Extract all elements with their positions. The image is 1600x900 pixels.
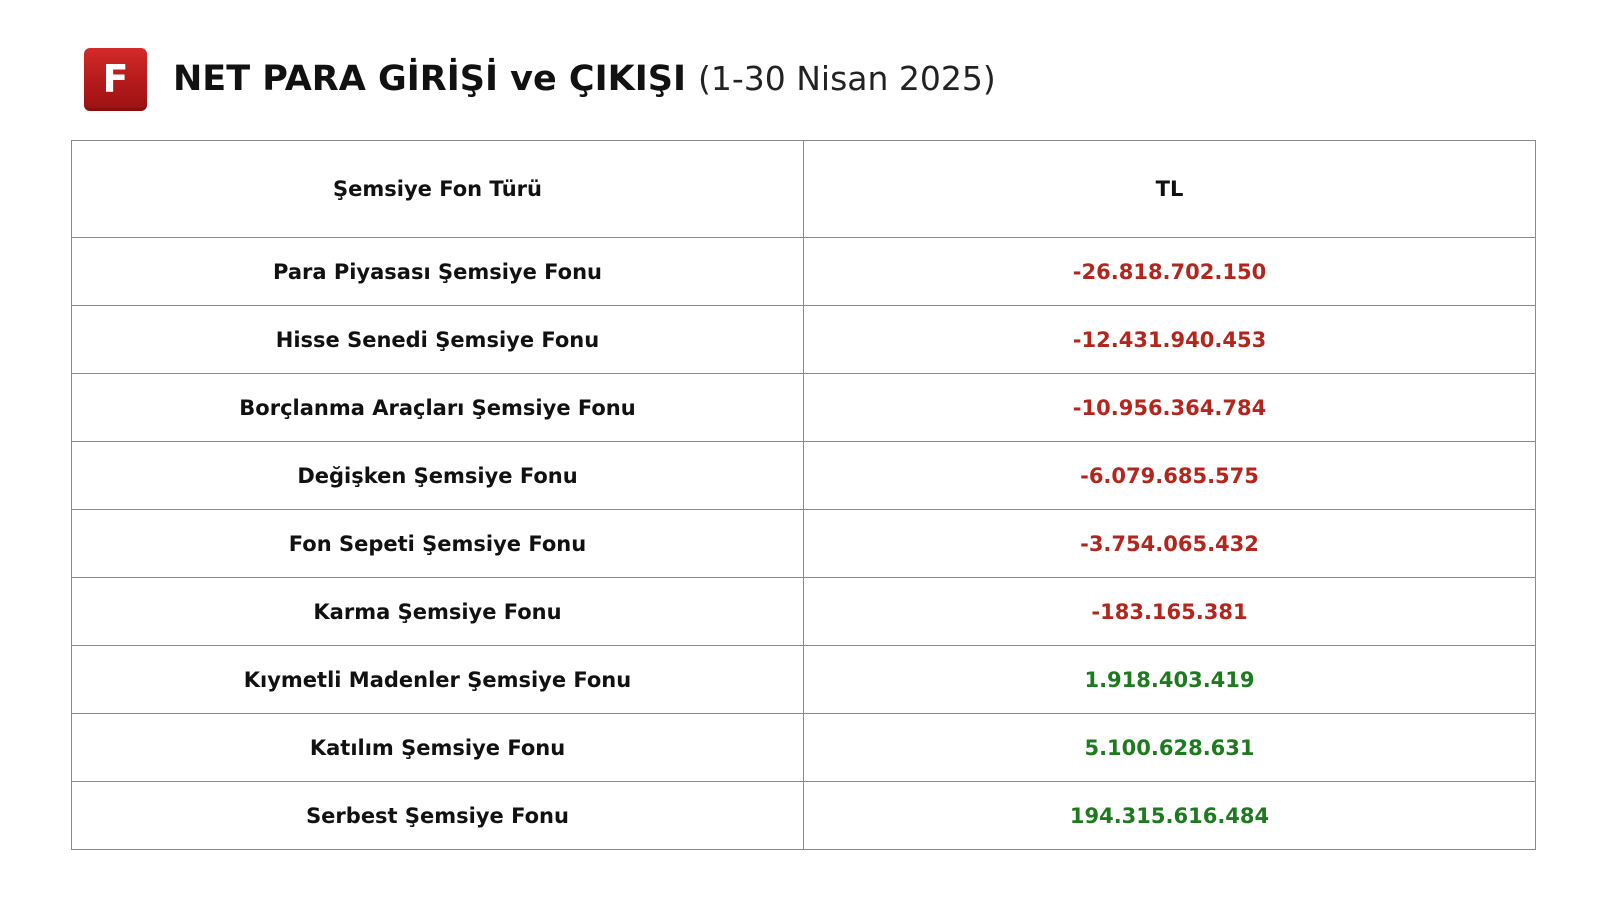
page-title: NET PARA GİRİŞİ ve ÇIKIŞI (1-30 Nisan 20…	[173, 59, 996, 99]
table-row: Fon Sepeti Şemsiye Fonu -3.754.065.432	[71, 509, 1536, 578]
fund-name-cell: Hisse Senedi Şemsiye Fonu	[71, 305, 804, 374]
fund-value-cell: -26.818.702.150	[803, 237, 1536, 306]
column-header-tl: TL	[803, 140, 1536, 238]
fund-name-cell: Para Piyasası Şemsiye Fonu	[71, 237, 804, 306]
table-row: Değişken Şemsiye Fonu -6.079.685.575	[71, 441, 1536, 510]
brand-logo: F	[84, 47, 147, 111]
fund-name-cell: Borçlanma Araçları Şemsiye Fonu	[71, 373, 804, 442]
fund-name-cell: Kıymetli Madenler Şemsiye Fonu	[71, 645, 804, 714]
fund-value-cell: 5.100.628.631	[803, 713, 1536, 782]
column-header-fund-type: Şemsiye Fon Türü	[71, 140, 804, 238]
fund-value-cell: -3.754.065.432	[803, 509, 1536, 578]
fund-value-cell: -12.431.940.453	[803, 305, 1536, 374]
fund-name-cell: Serbest Şemsiye Fonu	[71, 781, 804, 850]
fund-value-cell: -183.165.381	[803, 577, 1536, 646]
fund-flow-table-container: Şemsiye Fon Türü TL Para Piyasası Şemsiy…	[71, 140, 1536, 850]
table-row: Katılım Şemsiye Fonu 5.100.628.631	[71, 713, 1536, 782]
fund-value-cell: 1.918.403.419	[803, 645, 1536, 714]
fund-value-cell: 194.315.616.484	[803, 781, 1536, 850]
table-row: Borçlanma Araçları Şemsiye Fonu -10.956.…	[71, 373, 1536, 442]
table-row: Kıymetli Madenler Şemsiye Fonu 1.918.403…	[71, 645, 1536, 714]
logo-letter: F	[102, 57, 129, 101]
table-row: Hisse Senedi Şemsiye Fonu -12.431.940.45…	[71, 305, 1536, 374]
fund-flow-table: Şemsiye Fon Türü TL Para Piyasası Şemsiy…	[71, 140, 1536, 850]
table-row: Karma Şemsiye Fonu -183.165.381	[71, 577, 1536, 646]
title-period: (1-30 Nisan 2025)	[697, 59, 996, 98]
table-row: Para Piyasası Şemsiye Fonu -26.818.702.1…	[71, 237, 1536, 306]
fund-name-cell: Değişken Şemsiye Fonu	[71, 441, 804, 510]
fund-value-cell: -10.956.364.784	[803, 373, 1536, 442]
fund-name-cell: Fon Sepeti Şemsiye Fonu	[71, 509, 804, 578]
header: F NET PARA GİRİŞİ ve ÇIKIŞI (1-30 Nisan …	[84, 47, 996, 111]
table-row: Serbest Şemsiye Fonu 194.315.616.484	[71, 781, 1536, 850]
fund-name-cell: Katılım Şemsiye Fonu	[71, 713, 804, 782]
title-main: NET PARA GİRİŞİ ve ÇIKIŞI	[173, 59, 686, 99]
fund-name-cell: Karma Şemsiye Fonu	[71, 577, 804, 646]
fund-value-cell: -6.079.685.575	[803, 441, 1536, 510]
table-header-row: Şemsiye Fon Türü TL	[71, 140, 1536, 238]
